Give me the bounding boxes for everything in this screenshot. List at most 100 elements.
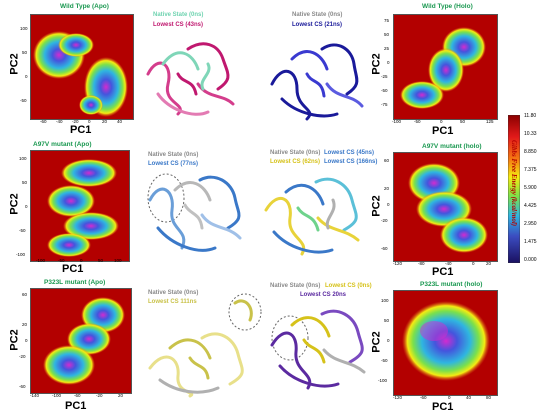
legend-native-state: Native State (0ns)	[153, 12, 204, 18]
ylabel-wt-apo: PC2	[8, 53, 21, 75]
ytick-label: 60	[384, 158, 390, 163]
ytick-label: 50	[22, 180, 28, 185]
fel-plot-p323l-apo	[30, 288, 132, 394]
xtick-label: 50	[460, 119, 466, 124]
colorbar-tick: 8.850	[524, 149, 537, 155]
xlabel-p323l-holo: PC1	[432, 401, 454, 413]
colorbar-tick: 5.900	[524, 185, 537, 191]
ytick-label: 20	[22, 322, 28, 327]
xtick-label: 0	[88, 119, 91, 124]
xtick-label: -50	[414, 119, 421, 124]
xlabel-wt-apo: PC1	[70, 124, 92, 136]
ytick-label: 0	[387, 202, 390, 207]
fel-plot-a97v-holo	[393, 152, 498, 262]
xtick-label: 0	[440, 119, 443, 124]
panel-title-p323l-apo: P323L mutant (Apo)	[44, 279, 106, 286]
protein-structure-a97v-apo	[147, 173, 242, 252]
xtick-label: 20	[102, 119, 108, 124]
legend-lowest-cs: Lowest CS (43ns)	[153, 22, 204, 28]
ytick-label: 60	[22, 292, 28, 297]
protein-structure-p323l-apo	[148, 293, 262, 398]
ytick-label: -50	[381, 358, 388, 363]
xtick-label: -60	[40, 119, 47, 124]
ytick-label: 50	[384, 32, 390, 37]
ytick-label: 100	[381, 298, 389, 303]
colorbar-tick: 1.475	[524, 239, 537, 245]
xtick-label: 50	[98, 258, 104, 263]
xtick-label: 80	[486, 395, 492, 400]
fel-map-a97v-apo	[47, 159, 119, 257]
ytick-label: -75	[381, 102, 388, 107]
fel-map-a97v-holo	[408, 163, 488, 253]
xtick-label: 0	[80, 258, 83, 263]
xtick-label: -100	[36, 258, 46, 263]
xtick-label: -100	[52, 393, 62, 398]
xtick-label: 0	[448, 395, 451, 400]
xtick-label: 20	[118, 393, 124, 398]
colorbar-tick: 11.80	[524, 113, 537, 119]
colorbar-tick: 4.425	[524, 203, 537, 209]
colorbar-tick: 0.000	[524, 257, 537, 263]
ytick-label: -50	[381, 88, 388, 93]
ytick-label: -20	[381, 218, 388, 223]
legend-native-state: Native State (0ns)	[270, 150, 321, 156]
legend-lowest-cs: Lowest CS (0ns)	[325, 283, 372, 289]
xtick-label: -100	[392, 119, 402, 124]
ytick-label: -60	[381, 246, 388, 251]
highlight-circle	[271, 315, 309, 361]
panel-title-wt-holo: Wild Type (Holo)	[422, 3, 473, 10]
fel-plot-p323l-holo	[393, 290, 498, 396]
xtick-label: 40	[117, 119, 123, 124]
fel-plot-wt-apo	[30, 14, 134, 120]
xtick-label: -120	[393, 261, 403, 266]
ylabel-p323l-holo: PC2	[370, 331, 383, 353]
fel-plot-wt-holo	[393, 14, 498, 120]
xtick-label: -120	[393, 395, 403, 400]
xtick-label: 20	[486, 261, 492, 266]
ytick-label: 75	[384, 18, 390, 23]
xtick-label: -140	[30, 393, 40, 398]
ytick-label: 0	[387, 338, 390, 343]
protein-structure-wt-apo	[146, 42, 235, 116]
legend-lowest-cs: Lowest CS (21ns)	[292, 22, 343, 28]
xtick-label: -20	[96, 393, 103, 398]
xtick-label: -60	[420, 395, 427, 400]
colorbar-tick: 7.375	[524, 167, 537, 173]
xlabel-p323l-apo: PC1	[65, 400, 87, 412]
ytick-label: -20	[19, 354, 26, 359]
fel-map-wt-holo	[400, 27, 486, 109]
xtick-label: 125	[486, 119, 494, 124]
legend-lowest-cs: Lowest CS 20ns	[300, 292, 347, 298]
ytick-label: 0	[25, 338, 28, 343]
xlabel-a97v-apo: PC1	[62, 263, 84, 275]
ytick-label: -60	[19, 384, 26, 389]
panel-title-a97v-apo: A97V mutant (Apo)	[33, 141, 92, 148]
ylabel-p323l-apo: PC2	[8, 329, 21, 351]
legend-lowest-cs: Lowest CS 111ns	[148, 299, 197, 305]
fel-map-p323l-holo	[402, 301, 490, 381]
xtick-label: 100	[114, 258, 122, 263]
panel-title-p323l-holo: P323L mutant (holo)	[420, 281, 483, 288]
ytick-label: 25	[384, 46, 390, 51]
ytick-label: 20	[384, 186, 390, 191]
ytick-label: 50	[22, 50, 28, 55]
legend-lowest-cs: Lowest CS (62ns)	[270, 159, 321, 165]
ytick-label: -25	[381, 74, 388, 79]
legend-lowest-cs: Lowest CS (45ns)	[324, 150, 375, 156]
panel-title-a97v-holo: A97V mutant (holo)	[422, 143, 482, 150]
xtick-label: -80	[418, 261, 425, 266]
colorbar	[508, 115, 520, 263]
ytick-label: 100	[19, 156, 27, 161]
colorbar-label: Gibbs Free Energy (kcal/mol)	[510, 140, 518, 227]
ytick-label: 0	[387, 60, 390, 65]
xtick-label: -40	[56, 119, 63, 124]
ytick-label: 0	[25, 74, 28, 79]
xtick-label: -20	[72, 119, 79, 124]
ylabel-a97v-holo: PC2	[370, 195, 383, 217]
xtick-label: 40	[466, 395, 472, 400]
xlabel-a97v-holo: PC1	[432, 266, 454, 278]
legend-native-state: Native State (0ns)	[148, 290, 199, 296]
ytick-label: 100	[20, 26, 28, 31]
protein-structure-a97v-holo	[264, 177, 360, 256]
legend-lowest-cs: Lowest CS (77ns)	[148, 161, 199, 167]
